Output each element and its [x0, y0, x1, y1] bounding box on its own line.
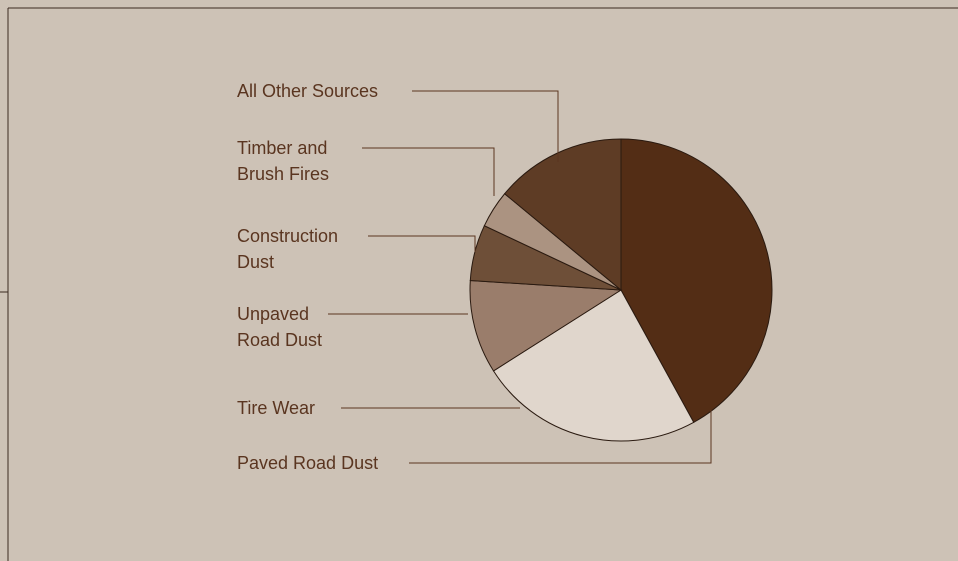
slice-label: All Other Sources [237, 81, 379, 101]
slice-label: Tire Wear [237, 398, 316, 418]
slice-label: Paved Road Dust [237, 453, 379, 473]
slice-label: Unpaved Road Dust [237, 304, 323, 350]
leader-line [409, 410, 712, 464]
leader-line [362, 147, 495, 196]
slice-label: Construction Dust [237, 226, 339, 272]
pie-slice [469, 279, 623, 372]
pie-slice [492, 289, 695, 442]
leader-line [368, 235, 476, 252]
leader-line [412, 90, 559, 162]
pie-slice [503, 138, 622, 292]
pie-slice [620, 138, 773, 424]
slice-label: Timber and Brush Fires [237, 138, 330, 184]
